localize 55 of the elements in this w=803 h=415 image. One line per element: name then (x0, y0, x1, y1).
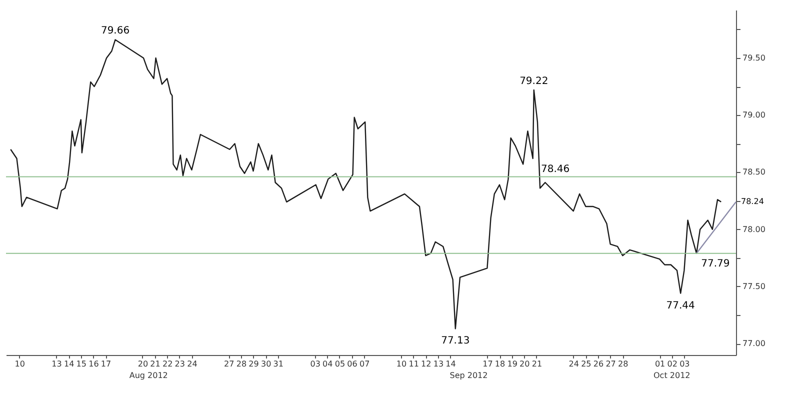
y-tick-label: 77.00 (742, 339, 766, 348)
annotation: 77.44 (666, 300, 695, 312)
x-tick-label: 29 (248, 360, 259, 368)
x-tick-label: 13 (433, 360, 444, 368)
x-tick-label: 11 (408, 360, 419, 368)
ref-line-label: 77.79 (701, 258, 730, 270)
x-tick-label: 26 (593, 360, 604, 368)
x-tick-label: 30 (260, 360, 272, 368)
x-tick-label: 31 (273, 360, 284, 368)
x-tick-label: 02 (667, 360, 678, 368)
x-tick-label: 21 (150, 360, 160, 368)
x-tick-label: 03 (680, 360, 690, 368)
annotation: 78.24 (741, 196, 764, 206)
y-tick-label: 79.00 (742, 110, 766, 120)
text: Oct 2012 (654, 371, 690, 380)
annotation: 77.13 (441, 336, 470, 347)
y-tick-label: 78.00 (742, 224, 766, 234)
x-tick-label: 04 (322, 360, 333, 368)
x-tick-label: 25 (581, 360, 592, 368)
x-tick-label: 24 (187, 360, 198, 368)
y-tick-label: 77.50 (742, 282, 766, 291)
y-tick-label: 78.50 (742, 168, 766, 177)
x-tick-label: 13 (52, 360, 62, 368)
x-tick-label: 14 (446, 360, 456, 368)
x-tick-label: 28 (618, 360, 628, 368)
x-tick-label: 23 (174, 360, 185, 368)
x-tick-label: 27 (606, 360, 616, 368)
x-tick-label: 14 (64, 360, 74, 368)
x-tick-label: 03 (310, 360, 320, 368)
x-tick-label: 17 (100, 360, 112, 368)
x-tick-label: 07 (359, 360, 370, 368)
x-tick-label: 12 (421, 360, 432, 368)
x-tick-label: 20 (520, 360, 530, 368)
x-tick-label: 24 (568, 360, 579, 368)
x-tick-label: 01 (654, 360, 666, 368)
ref-line-label: 78.46 (541, 164, 570, 175)
text: Sep 2012 (450, 371, 488, 380)
annotation: 79.66 (100, 26, 130, 37)
x-tick-label: 28 (236, 360, 247, 368)
text: Aug 2012 (129, 371, 168, 380)
x-tick-label: 18 (494, 360, 506, 368)
x-tick-label: 06 (347, 360, 358, 368)
x-tick-label: 05 (334, 360, 346, 368)
x-tick-label: 15 (76, 360, 86, 368)
annotation: 79.22 (520, 76, 548, 87)
x-tick-label: 19 (507, 360, 518, 368)
x-tick-label: 27 (224, 360, 234, 368)
x-tick-label: 17 (482, 360, 493, 368)
y-tick-label: 79.50 (742, 53, 766, 62)
x-tick-label: 10 (14, 360, 25, 368)
x-tick-label: 20 (138, 360, 148, 368)
x-tick-label: 16 (88, 360, 99, 368)
x-tick-label: 10 (396, 360, 407, 368)
x-tick-label: 21 (532, 360, 542, 368)
x-tick-label: 22 (162, 360, 173, 368)
